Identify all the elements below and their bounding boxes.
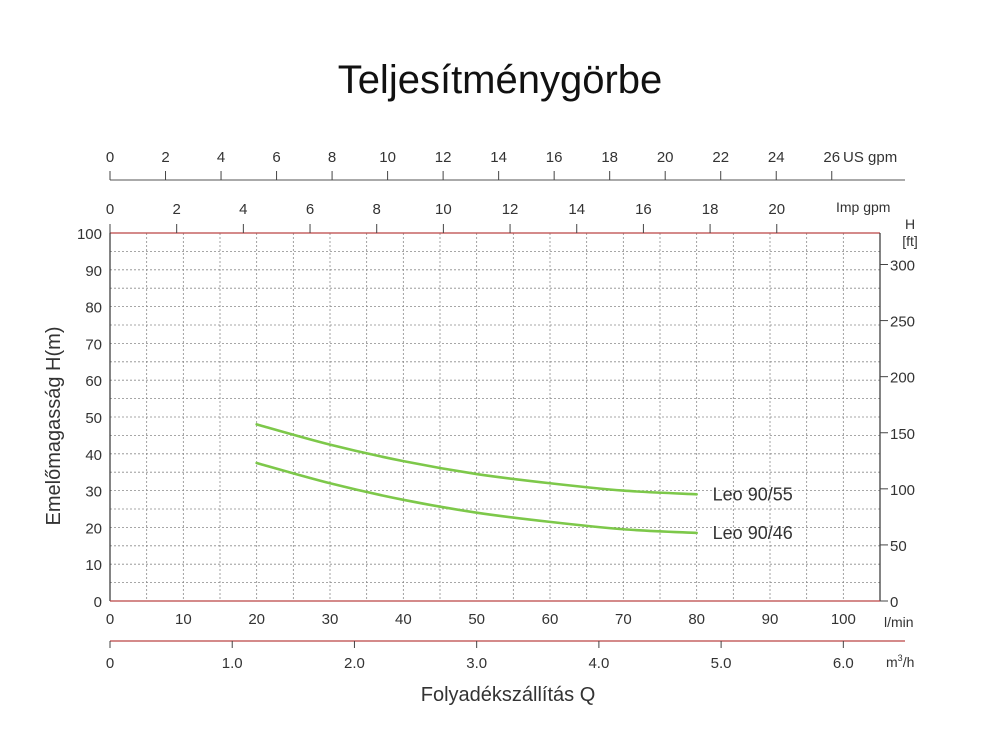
x-tick-label: 60	[542, 611, 559, 628]
x-axis-label: Folyadékszállítás Q	[421, 684, 596, 706]
ft-tick-label: 50	[890, 538, 907, 555]
imp-gpm-tick-label: 12	[502, 201, 519, 218]
chart-title: Teljesítménygörbe	[337, 58, 663, 102]
imp-gpm-tick-label: 20	[768, 201, 785, 218]
y-tick-label: 30	[85, 484, 102, 501]
us-gpm-tick-label: 10	[379, 149, 396, 166]
x-tick-label: 70	[615, 611, 632, 628]
ft-axis-unit: [ft]	[902, 233, 918, 249]
y-axis-label: Emelőmagasság H(m)	[43, 327, 65, 526]
ft-tick-label: 0	[890, 594, 898, 611]
imp-gpm-tick-label: 8	[373, 201, 381, 218]
series-labels: Leo 90/55 Leo 90/46	[713, 484, 793, 543]
m3h-tick-label: 4.0	[588, 655, 609, 672]
y-tick-label: 60	[85, 373, 102, 390]
m3h-tick-label: 1.0	[222, 655, 243, 672]
left-axis: 0 10 20 30 40 50 60 70 80 90 100	[77, 226, 102, 611]
imp-gpm-tick-label: 4	[239, 201, 247, 218]
us-gpm-tick-label: 14	[490, 149, 507, 166]
us-gpm-tick-label: 26	[823, 149, 840, 166]
imp-gpm-tick-label: 2	[173, 201, 181, 218]
ft-tick-label: 150	[890, 426, 915, 443]
x-tick-label: 0	[106, 611, 114, 628]
imp-gpm-tick-label: 18	[702, 201, 719, 218]
ft-tick-label: 200	[890, 370, 915, 387]
imp-gpm-tick-label: 10	[435, 201, 452, 218]
m3h-tick-label: 6.0	[833, 655, 854, 672]
us-gpm-tick-label: 6	[272, 149, 280, 166]
x-tick-label: 10	[175, 611, 192, 628]
series-label-1: Leo 90/55	[713, 484, 793, 504]
us-gpm-tick-label: 4	[217, 149, 225, 166]
y-tick-label: 70	[85, 336, 102, 353]
us-gpm-tick-label: 16	[546, 149, 563, 166]
x-tick-label: 90	[762, 611, 779, 628]
imp-gpm-tick-label: 0	[106, 201, 114, 218]
x-tick-label: 40	[395, 611, 412, 628]
ft-tick-label: 100	[890, 482, 915, 499]
us-gpm-tick-label: 24	[768, 149, 785, 166]
x-unit-label: l/min	[884, 614, 914, 630]
x-tick-label: 80	[688, 611, 705, 628]
us-gpm-tick-label: 12	[435, 149, 452, 166]
m3h-tick-label: 5.0	[711, 655, 732, 672]
ft-tick-label: 300	[890, 258, 915, 275]
right-axis: H[ft] 0 50 100 150 200 250 300	[880, 216, 918, 611]
x-tick-label: 50	[468, 611, 485, 628]
us-gpm-tick-label: 2	[161, 149, 169, 166]
y-tick-label: 50	[85, 410, 102, 427]
us-gpm-tick-label: 20	[657, 149, 674, 166]
m3h-tick-label: 2.0	[344, 655, 365, 672]
imp-gpm-tick-label: 14	[568, 201, 585, 218]
y-tick-label: 90	[85, 263, 102, 280]
grid-lines	[110, 233, 880, 601]
imp-gpm-tick-label: 16	[635, 201, 652, 218]
x-tick-label: 20	[248, 611, 265, 628]
plot-frame	[109, 232, 881, 602]
series-label-2: Leo 90/46	[713, 523, 793, 543]
imp-gpm-unit-label: Imp gpm	[836, 199, 890, 215]
bottom-axes: 0 10 20 30 40 50 60 70 80 90 100 l/min 0 1.0 2.0 3.0 4.0…	[106, 611, 915, 672]
y-tick-label: 10	[85, 557, 102, 574]
y-tick-label: 0	[94, 594, 102, 611]
series-line-2	[255, 461, 698, 535]
y-tick-label: 80	[85, 300, 102, 317]
us-gpm-tick-label: 8	[328, 149, 336, 166]
y-tick-label: 20	[85, 520, 102, 537]
series-lines	[255, 423, 698, 535]
y-tick-label: 100	[77, 226, 102, 243]
y-tick-label: 40	[85, 447, 102, 464]
us-gpm-tick-label: 0	[106, 149, 114, 166]
us-gpm-tick-label: 22	[712, 149, 729, 166]
x-tick-label: 100	[831, 611, 856, 628]
m3h-unit-label: m3/h	[886, 653, 914, 670]
imp-gpm-tick-label: 6	[306, 201, 314, 218]
x-tick-label: 30	[322, 611, 339, 628]
ft-axis-title: H	[905, 216, 915, 232]
m3h-tick-label: 3.0	[466, 655, 487, 672]
us-gpm-tick-label: 18	[601, 149, 618, 166]
m3h-tick-label: 0	[106, 655, 114, 672]
ft-tick-label: 250	[890, 314, 915, 331]
us-gpm-unit-label: US gpm	[843, 149, 897, 166]
series-line-1	[255, 423, 698, 496]
